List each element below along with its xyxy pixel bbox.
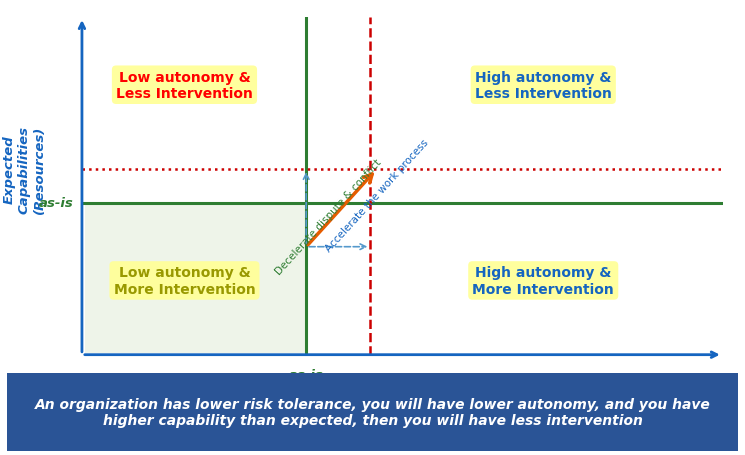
Text: as-is: as-is xyxy=(39,197,74,210)
Text: Low autonomy &
Less Intervention: Low autonomy & Less Intervention xyxy=(116,71,253,101)
Text: (Organization or higher-level): (Organization or higher-level) xyxy=(546,392,720,405)
Text: Accelerate the work process: Accelerate the work process xyxy=(323,137,430,253)
Text: Low autonomy &
More Intervention: Low autonomy & More Intervention xyxy=(113,266,256,296)
Text: Tolerance(Threshold): Tolerance(Threshold) xyxy=(550,373,716,387)
Text: High autonomy &
Less Intervention: High autonomy & Less Intervention xyxy=(475,71,612,101)
Text: Expected
Capabilities
(Resources): Expected Capabilities (Resources) xyxy=(3,126,45,214)
Text: High autonomy &
More Intervention: High autonomy & More Intervention xyxy=(472,266,614,296)
Bar xyxy=(85,203,306,353)
Text: as-is: as-is xyxy=(289,369,323,382)
Text: Decelerate dispute & conflict: Decelerate dispute & conflict xyxy=(273,157,384,277)
Text: An organization has lower risk tolerance, you will have lower autonomy, and you : An organization has lower risk tolerance… xyxy=(34,397,711,427)
